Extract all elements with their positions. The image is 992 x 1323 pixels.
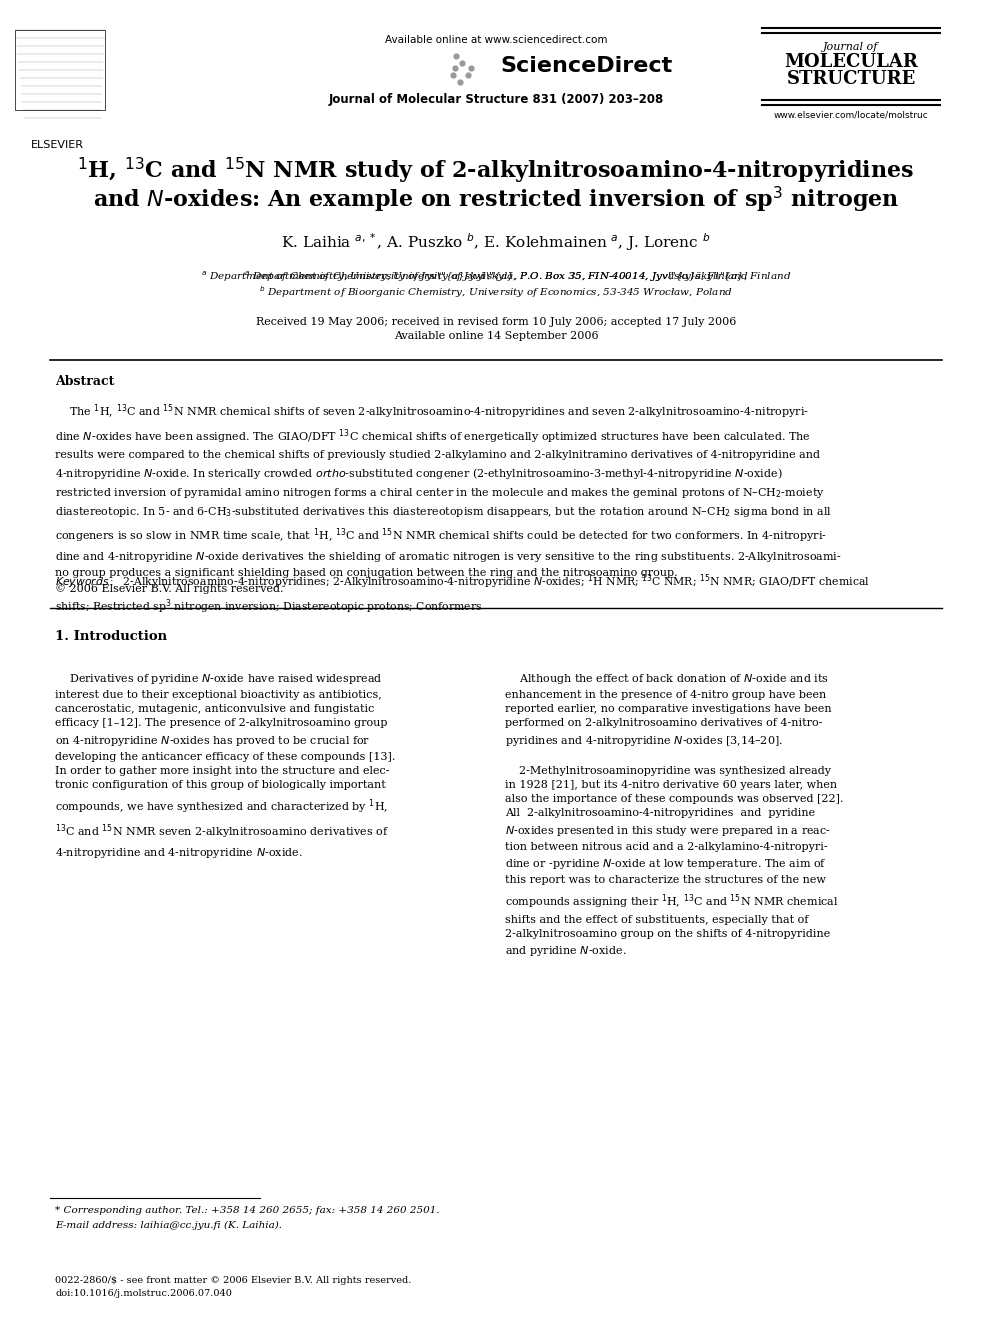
Text: 1. Introduction: 1. Introduction: [55, 630, 167, 643]
Text: * Corresponding author. Tel.: +358 14 260 2655; fax: +358 14 260 2501.: * Corresponding author. Tel.: +358 14 26…: [55, 1207, 439, 1215]
Text: STRUCTURE: STRUCTURE: [787, 70, 916, 89]
Point: [460, 65, 476, 86]
Point: [445, 65, 461, 86]
Text: E-mail address: laihia@cc.jyu.fi (K. Laihia).: E-mail address: laihia@cc.jyu.fi (K. Lai…: [55, 1221, 282, 1230]
Text: Journal of: Journal of: [823, 42, 879, 52]
Point: [452, 71, 468, 93]
Text: $^{a}$ Department of Chemistry, University of Jyv\"{a}skyl\"{a}, P.O. Box 35, FI: $^{a}$ Department of Chemistry, Universi…: [200, 270, 792, 284]
Text: $^{1}$H, $^{13}$C and $^{15}$N NMR study of 2-alkylnitrosoamino-4-nitropyridines: $^{1}$H, $^{13}$C and $^{15}$N NMR study…: [77, 156, 915, 185]
Point: [463, 57, 479, 78]
Text: MOLECULAR: MOLECULAR: [784, 53, 918, 71]
Text: Derivatives of pyridine $\mathit{N}$-oxide have raised widespread
interest due t: Derivatives of pyridine $\mathit{N}$-oxi…: [55, 672, 396, 860]
Text: ELSEVIER: ELSEVIER: [31, 140, 83, 149]
Text: doi:10.1016/j.molstruc.2006.07.040: doi:10.1016/j.molstruc.2006.07.040: [55, 1289, 232, 1298]
Text: $^{b}$ Department of Bioorganic Chemistry, University of Economics, 53-345 Wrocł: $^{b}$ Department of Bioorganic Chemistr…: [259, 284, 733, 300]
Text: www.elsevier.com/locate/molstruc: www.elsevier.com/locate/molstruc: [774, 110, 929, 119]
Bar: [15, 30, 105, 110]
Text: Abstract: Abstract: [55, 374, 114, 388]
Text: Available online 14 September 2006: Available online 14 September 2006: [394, 331, 598, 341]
Text: Received 19 May 2006; received in revised form 10 July 2006; accepted 17 July 20: Received 19 May 2006; received in revise…: [256, 318, 736, 327]
Point: [448, 45, 464, 66]
Text: Available online at www.sciencedirect.com: Available online at www.sciencedirect.co…: [385, 34, 607, 45]
Text: and $\mathit{N}$-oxides: An example on restricted inversion of sp$^{3}$ nitrogen: and $\mathit{N}$-oxides: An example on r…: [92, 185, 900, 214]
Point: [454, 53, 470, 74]
Point: [447, 57, 463, 78]
Text: K. Laihia $^{a,*}$, A. Puszko $^{b}$, E. Kolehmainen $^{a}$, J. Lorenc $^{b}$: K. Laihia $^{a,*}$, A. Puszko $^{b}$, E.…: [281, 232, 711, 253]
Text: The $^{1}$H, $^{13}$C and $^{15}$N NMR chemical shifts of seven 2-alkylnitrosoam: The $^{1}$H, $^{13}$C and $^{15}$N NMR c…: [55, 402, 842, 594]
Text: $\mathit{Keywords:}$  2-Alkylnitrosoamino-4-nitropyridines; 2-Alkylnitrosoamino-: $\mathit{Keywords:}$ 2-Alkylnitrosoamino…: [55, 572, 870, 615]
Text: 0022-2860/$ - see front matter © 2006 Elsevier B.V. All rights reserved.: 0022-2860/$ - see front matter © 2006 El…: [55, 1275, 412, 1285]
Text: ScienceDirect: ScienceDirect: [500, 56, 673, 75]
Text: Journal of Molecular Structure 831 (2007) 203–208: Journal of Molecular Structure 831 (2007…: [328, 93, 664, 106]
Text: $^{a}$ Department of Chemistry, University of Jyväskylä, P.O. Box 35, FIN-40014,: $^{a}$ Department of Chemistry, Universi…: [244, 270, 748, 284]
Text: Although the effect of back donation of $\mathit{N}$-oxide and its
enhancement i: Although the effect of back donation of …: [505, 672, 843, 958]
